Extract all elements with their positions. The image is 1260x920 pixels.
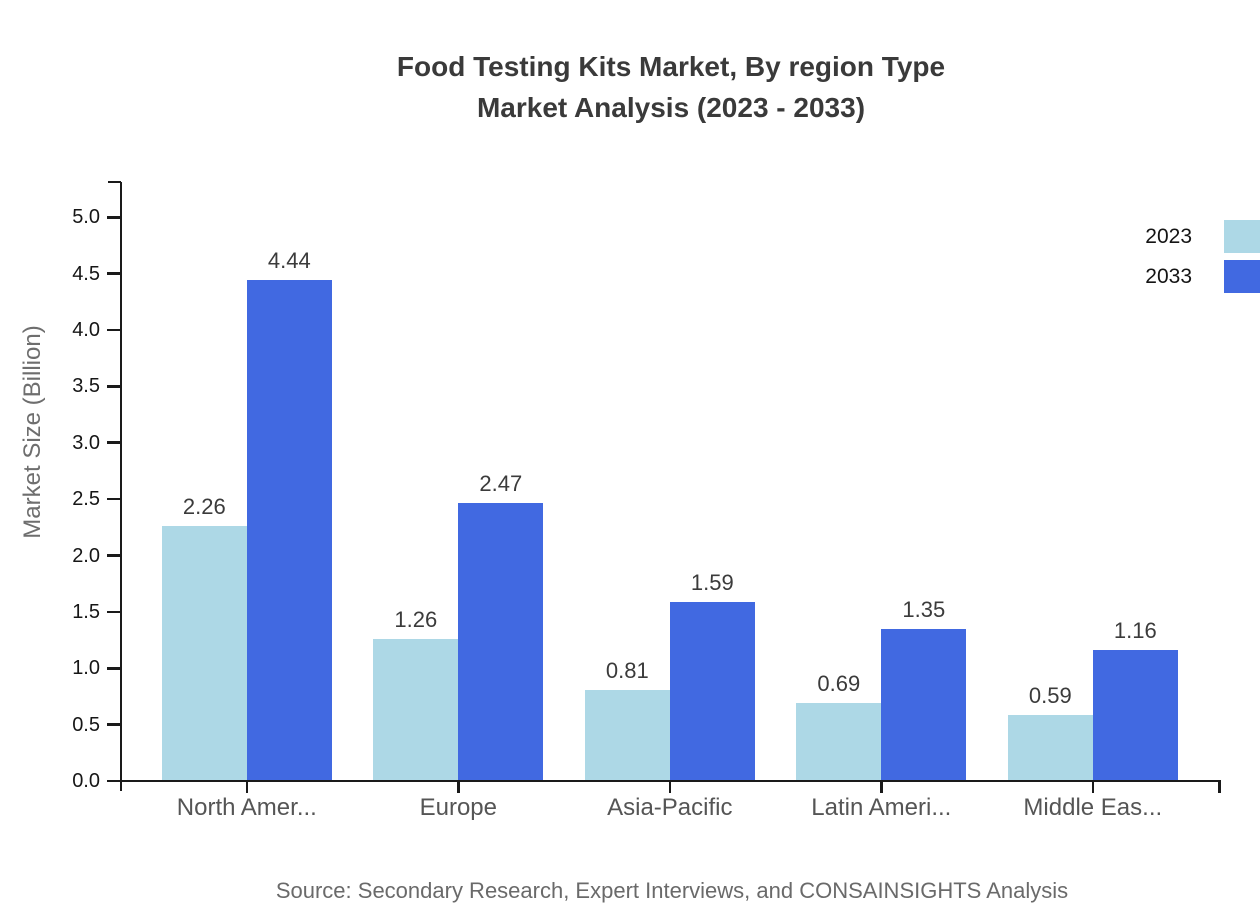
bar-2033 [881,628,967,781]
bar-value-label: 0.69 [817,671,861,697]
y-tick-label: 3.5 [72,375,100,398]
bar-value-label: 2.47 [479,470,523,496]
category-label: Latin Ameri... [811,794,952,821]
y-tick [107,272,121,275]
category-label: North Amer... [176,794,317,821]
category-label: Europe [419,794,497,821]
category-label: Asia-Pacific [607,794,733,821]
x-tick [1091,781,1095,793]
y-tick-label: 4.5 [72,262,100,285]
legend-label-2023: 2023 [1145,225,1192,248]
x-tick [880,781,883,793]
y-tick [107,666,121,670]
bar-value-label: 1.35 [902,596,946,622]
x-tick [245,781,249,793]
bar-2023 [584,689,670,781]
chart-title-line2: Market Analysis (2023 - 2033) [476,92,866,123]
bar-2023 [796,703,882,781]
y-tick-label: 1.0 [72,657,100,680]
y-tick-label: 5.0 [72,206,100,229]
bar-2023 [161,526,247,781]
y-axis-line [119,182,123,791]
bar-value-label: 1.16 [1113,618,1157,644]
y-tick-label: 2.0 [72,544,100,567]
bar-value-label: 0.81 [605,657,649,683]
chart-title-line1: Food Testing Kits Market, By region Type [396,51,946,82]
x-axis-end-tick [1218,781,1221,793]
y-tick [107,610,121,614]
bar-value-label: 1.59 [690,569,734,595]
y-axis-top-cap [108,180,121,184]
x-tick [457,781,460,793]
category-label: Middle Eas... [1023,794,1163,821]
y-tick-label: 0.5 [72,713,100,736]
legend-swatch-2023 [1224,220,1260,253]
y-tick [107,328,121,332]
y-tick-label: 2.5 [72,488,100,511]
bar-2023 [373,638,459,781]
bar-2023 [1007,714,1093,781]
y-tick-label: 1.5 [72,600,100,623]
bar-2033 [458,502,544,781]
y-tick [107,497,121,501]
bar-value-label: 2.26 [182,494,226,520]
legend-item-2023: 2023 [1145,220,1260,253]
y-tick [107,554,121,557]
y-tick-label: 0.0 [72,770,100,792]
y-tick-label: 3.0 [72,431,100,454]
legend-swatch-2033 [1224,260,1260,293]
bar-value-label: 1.26 [394,606,438,632]
y-tick [107,215,121,219]
source-note: Source: Secondary Research, Expert Inter… [275,878,1069,903]
bar-2033 [246,280,332,781]
y-tick [107,723,121,726]
chart-title: Food Testing Kits Market, By region Type… [397,46,945,128]
legend-item-2033: 2033 [1145,260,1260,293]
x-tick [668,781,672,793]
x-axis-line [107,779,1221,783]
y-tick-label: 4.0 [72,319,100,341]
bar-2033 [1092,650,1178,781]
y-tick [107,385,121,388]
bar-value-label: 4.44 [267,248,311,274]
bar-2033 [669,601,755,781]
legend: 2023 2033 [1145,220,1260,300]
legend-label-2033: 2033 [1145,265,1192,288]
bar-value-label: 0.59 [1028,682,1072,708]
y-tick [107,441,121,445]
